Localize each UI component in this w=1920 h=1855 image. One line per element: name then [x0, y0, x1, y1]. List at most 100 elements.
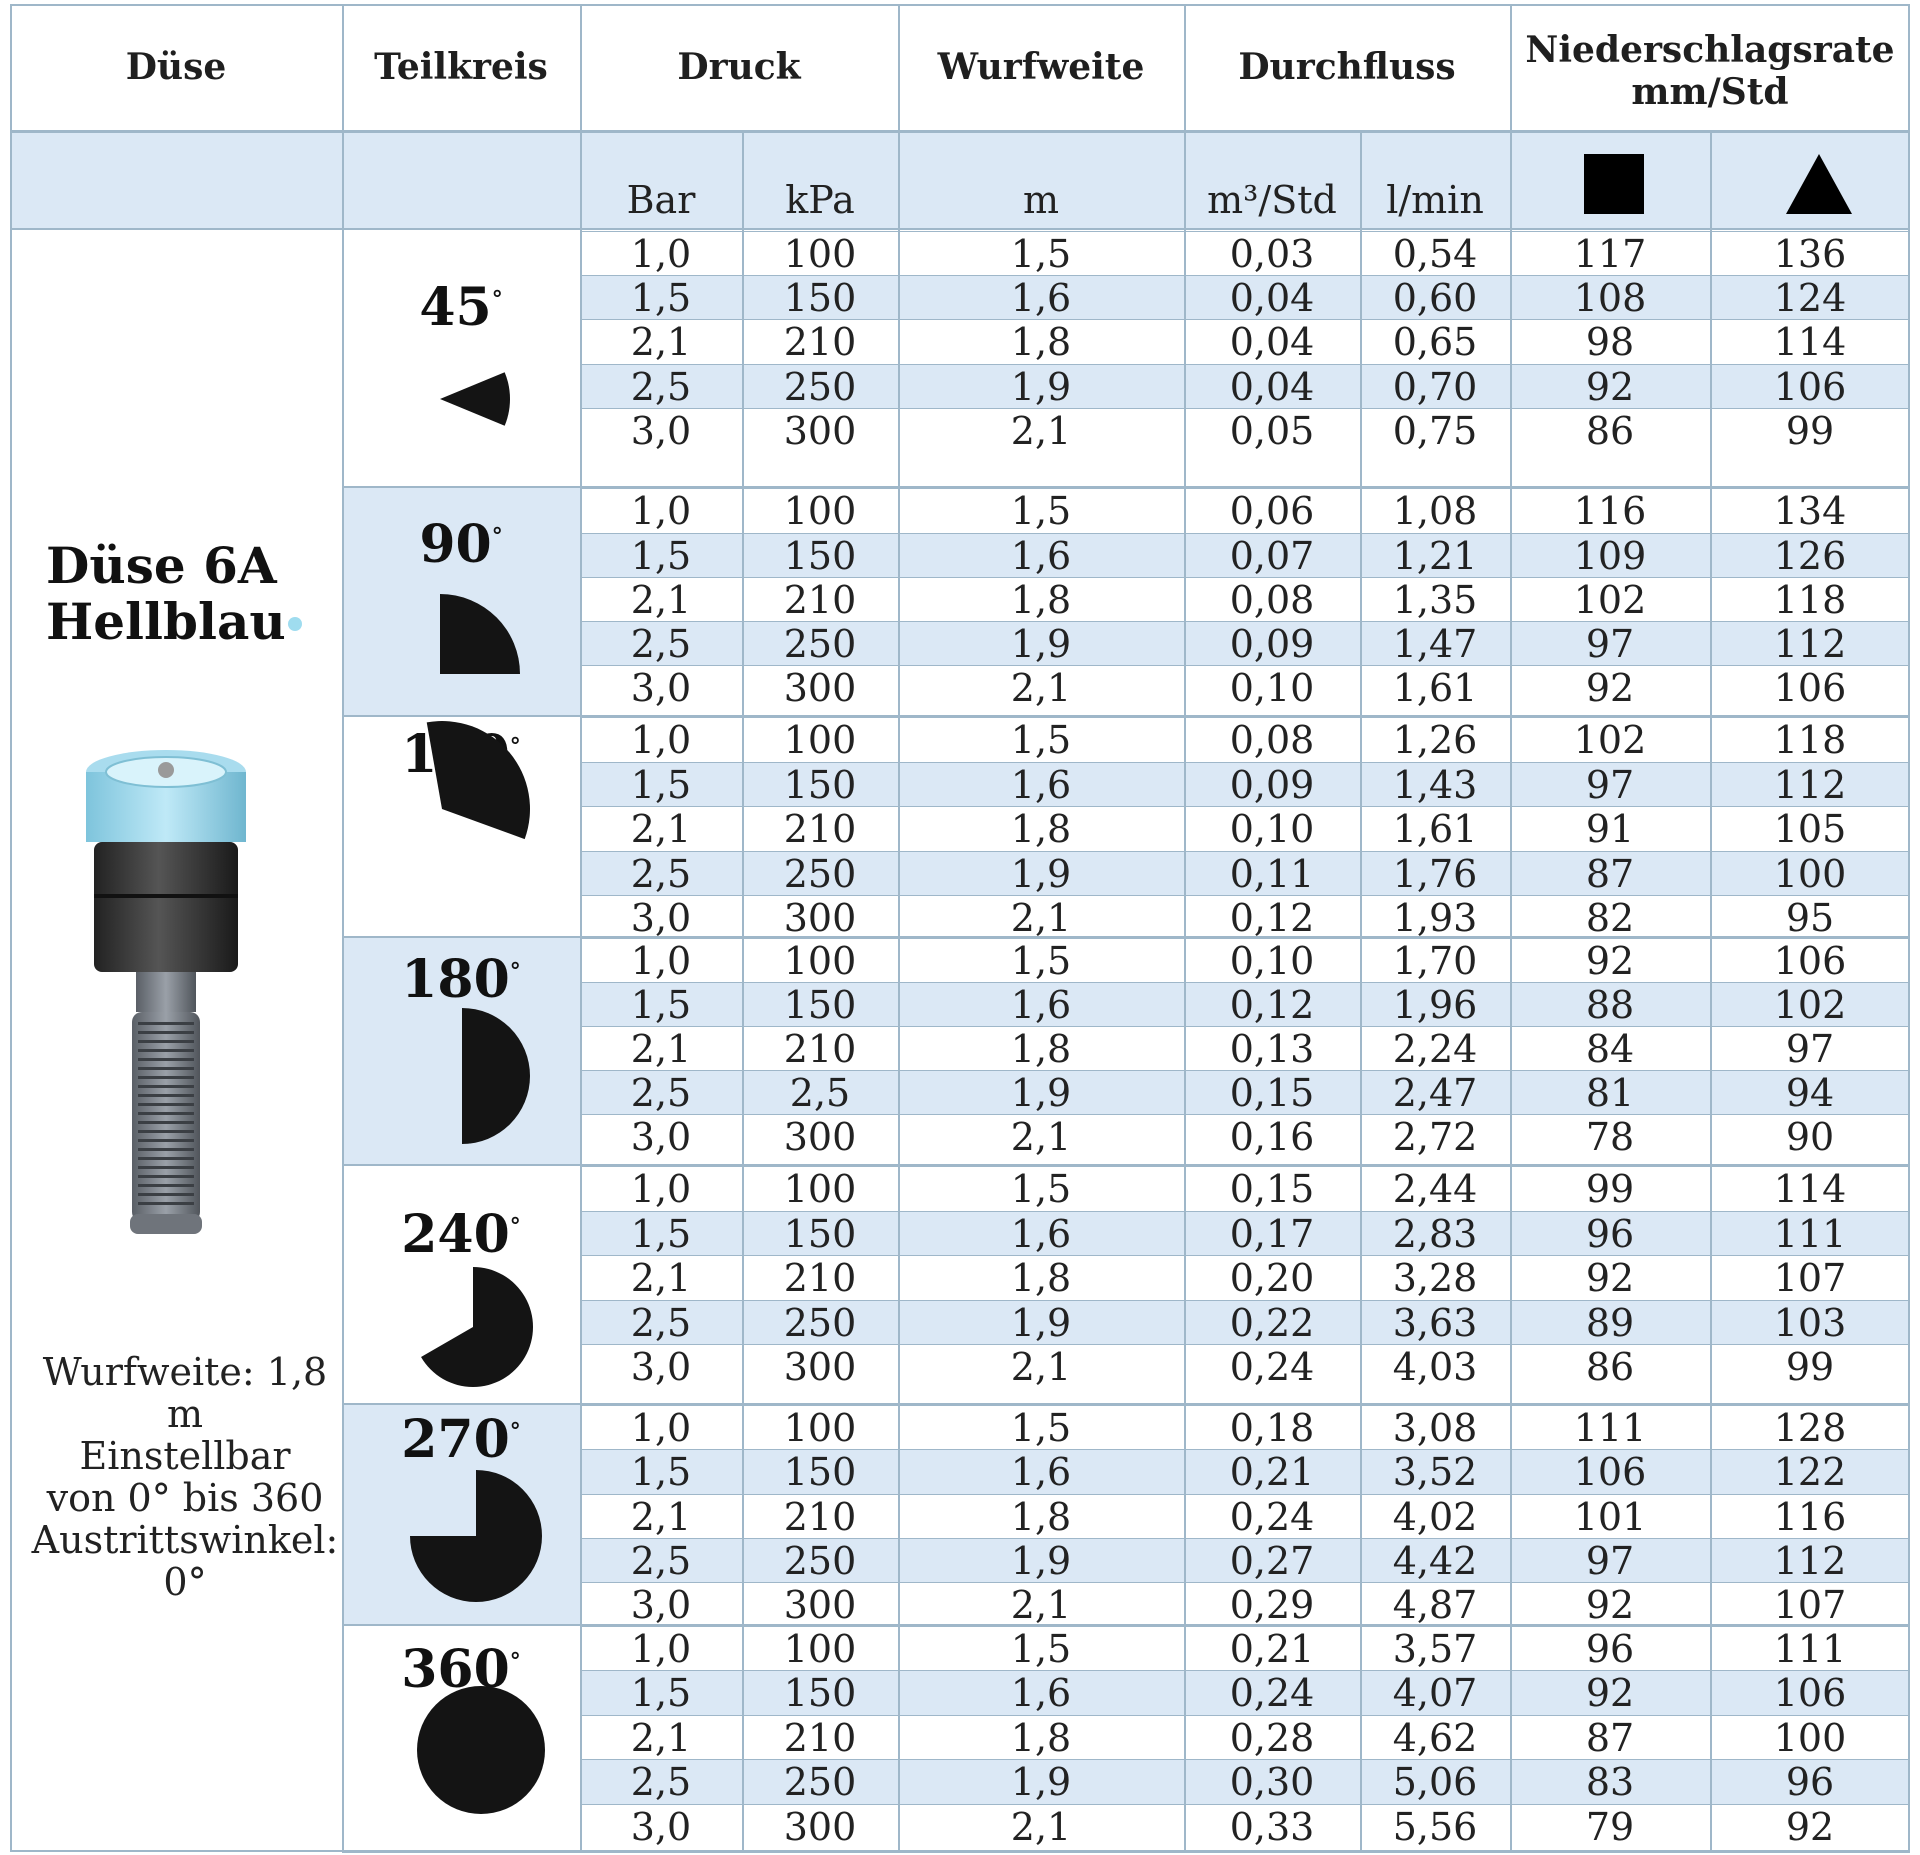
cell-kpa: 250 [783, 365, 857, 409]
cell-wurfweite-m: 1,9 [1010, 365, 1072, 409]
header-wurfweite: Wurfweite [937, 46, 1145, 88]
cell-wurfweite-m: 2,1 [1010, 1115, 1072, 1159]
grid-line [10, 4, 1910, 6]
cell-wurfweite-m: 2,1 [1010, 1583, 1072, 1627]
cell-bar: 1,0 [630, 718, 692, 762]
cell-bar: 2,5 [630, 1539, 692, 1583]
cell-bar: 1,0 [630, 232, 692, 276]
cell-niederschlag-square: 88 [1585, 983, 1635, 1027]
grid-line [342, 936, 1910, 938]
cell-niederschlag-triangle: 118 [1773, 718, 1847, 762]
cell-bar: 2,1 [630, 578, 692, 622]
header-durchfluss: Durchfluss [1238, 46, 1456, 88]
cell-bar: 3,0 [630, 409, 692, 453]
cell-niederschlag-triangle: 124 [1773, 276, 1847, 320]
cell-niederschlag-triangle: 136 [1773, 232, 1847, 276]
cell-niederschlag-triangle: 114 [1773, 1167, 1847, 1211]
grid-line [10, 228, 1910, 230]
cell-bar: 2,1 [630, 807, 692, 851]
grid-line [580, 1449, 1910, 1450]
cell-wurfweite-m: 1,9 [1010, 1539, 1072, 1583]
row-band [580, 1301, 1910, 1345]
cell-niederschlag-square: 86 [1585, 1345, 1635, 1389]
cell-wurfweite-m: 1,6 [1010, 763, 1072, 807]
cell-niederschlag-square: 117 [1573, 232, 1647, 276]
cell-wurfweite-m: 1,8 [1010, 578, 1072, 622]
header-niederschlagsrate: Niederschlagsrate mm/Std [1510, 4, 1910, 130]
cell-niederschlag-square: 79 [1585, 1805, 1635, 1849]
cell-niederschlag-triangle: 106 [1773, 939, 1847, 983]
cell-kpa: 250 [783, 622, 857, 666]
cell-wurfweite-m: 2,1 [1010, 666, 1072, 710]
cell-durchfluss-m3: 0,33 [1229, 1805, 1315, 1849]
grid-line [580, 1255, 1910, 1256]
cell-niederschlag-triangle: 114 [1773, 320, 1847, 364]
cell-durchfluss-m3: 0,30 [1229, 1760, 1315, 1804]
cell-wurfweite-m: 1,6 [1010, 983, 1072, 1027]
cell-kpa: 250 [783, 1301, 857, 1345]
cell-bar: 2,1 [630, 1495, 692, 1539]
row-band [580, 622, 1910, 666]
cell-durchfluss-m3: 0,05 [1229, 409, 1315, 453]
cell-niederschlag-triangle: 105 [1773, 807, 1847, 851]
cell-kpa: 150 [783, 1450, 857, 1494]
cell-bar: 1,0 [630, 939, 692, 983]
row-band [580, 1539, 1910, 1583]
teilkreis-angle-label: 45° [342, 277, 580, 338]
grid-line [1510, 4, 1512, 1852]
cell-kpa: 250 [783, 1539, 857, 1583]
cell-bar: 1,5 [630, 1671, 692, 1715]
cell-durchfluss-m3: 0,18 [1229, 1406, 1315, 1450]
cell-niederschlag-triangle: 96 [1785, 1760, 1835, 1804]
cell-niederschlag-triangle: 107 [1773, 1583, 1847, 1627]
cell-kpa: 210 [783, 1716, 857, 1760]
cell-niederschlag-triangle: 100 [1773, 1716, 1847, 1760]
cell-kpa: 100 [783, 939, 857, 983]
grid-line [580, 1344, 1910, 1345]
row-band [580, 852, 1910, 896]
degree-sign: ° [491, 523, 503, 550]
cell-bar: 1,5 [630, 1450, 692, 1494]
teilkreis-angle-label: 270° [342, 1409, 580, 1470]
teilkreis-angle-label: 90° [342, 514, 580, 575]
cell-niederschlag-triangle: 112 [1773, 763, 1847, 807]
cell-durchfluss-m3: 0,03 [1229, 232, 1315, 276]
cell-bar: 2,1 [630, 1027, 692, 1071]
grid-line [1710, 132, 1712, 1852]
grid-line [742, 132, 744, 1852]
cell-niederschlag-square: 97 [1585, 622, 1635, 666]
cell-niederschlag-square: 116 [1573, 489, 1647, 533]
cell-niederschlag-triangle: 122 [1773, 1450, 1847, 1494]
cell-kpa: 150 [783, 534, 857, 578]
cell-durchfluss-lmin: 1,47 [1392, 622, 1478, 666]
grid-line [580, 717, 1910, 718]
cell-niederschlag-square: 97 [1585, 1539, 1635, 1583]
row-band [580, 1760, 1910, 1804]
grid-line [580, 577, 1910, 578]
cell-niederschlag-triangle: 134 [1773, 489, 1847, 533]
cell-niederschlag-square: 89 [1585, 1301, 1635, 1345]
cell-kpa: 210 [783, 578, 857, 622]
nozzle-color-name: Hellblau [46, 592, 286, 651]
cell-kpa: 210 [783, 1495, 857, 1539]
cell-durchfluss-lmin: 1,08 [1392, 489, 1478, 533]
grid-line [1184, 4, 1186, 1852]
cell-durchfluss-m3: 0,10 [1229, 939, 1315, 983]
grid-line [580, 408, 1910, 409]
cell-wurfweite-m: 1,9 [1010, 1071, 1072, 1115]
row-band [580, 1671, 1910, 1715]
grid-line [580, 1626, 1910, 1627]
cell-niederschlag-square: 99 [1585, 1167, 1635, 1211]
cell-wurfweite-m: 1,9 [1010, 1760, 1072, 1804]
cell-niederschlag-square: 101 [1573, 1495, 1647, 1539]
cell-bar: 3,0 [630, 1805, 692, 1849]
cell-durchfluss-lmin: 3,28 [1392, 1256, 1478, 1300]
grid-line [580, 806, 1910, 807]
cell-kpa: 100 [783, 1627, 857, 1671]
cell-wurfweite-m: 1,8 [1010, 1716, 1072, 1760]
cell-durchfluss-lmin: 1,76 [1392, 852, 1478, 896]
cell-bar: 2,1 [630, 1256, 692, 1300]
cell-durchfluss-m3: 0,24 [1229, 1345, 1315, 1389]
grid-line [580, 1759, 1910, 1760]
cell-kpa: 150 [783, 983, 857, 1027]
